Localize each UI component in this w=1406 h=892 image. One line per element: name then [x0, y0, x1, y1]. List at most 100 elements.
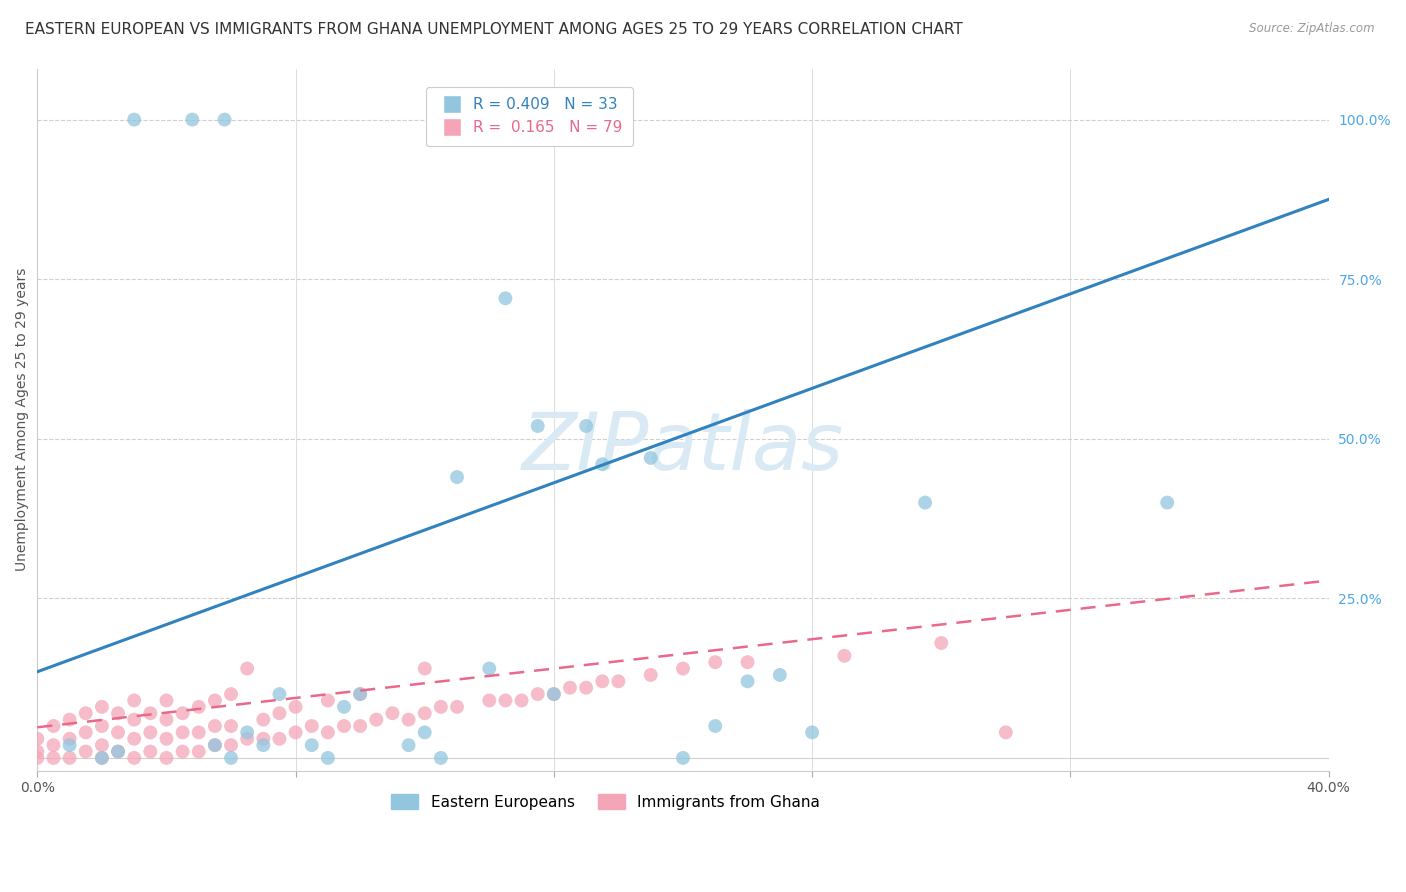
Point: [591, 458, 613, 472]
Point: [526, 687, 548, 701]
Point: [219, 719, 242, 733]
Point: [236, 725, 259, 739]
Point: [737, 674, 759, 689]
Point: [333, 699, 356, 714]
Point: [90, 751, 112, 765]
Point: [446, 699, 468, 714]
Point: [316, 725, 339, 739]
Point: [122, 112, 145, 127]
Point: [219, 687, 242, 701]
Point: [398, 738, 420, 752]
Point: [929, 636, 952, 650]
Point: [834, 648, 856, 663]
Point: [575, 681, 598, 695]
Point: [90, 738, 112, 752]
Point: [252, 731, 274, 746]
Point: [181, 112, 204, 127]
Point: [478, 661, 501, 675]
Point: [994, 725, 1017, 739]
Point: [413, 706, 436, 721]
Point: [704, 655, 727, 669]
Point: [526, 419, 548, 434]
Point: [204, 738, 226, 752]
Point: [187, 725, 209, 739]
Legend: Eastern Europeans, Immigrants from Ghana: Eastern Europeans, Immigrants from Ghana: [385, 788, 827, 815]
Point: [672, 661, 695, 675]
Point: [155, 731, 177, 746]
Point: [558, 681, 581, 695]
Point: [640, 668, 662, 682]
Point: [42, 719, 65, 733]
Point: [214, 112, 236, 127]
Point: [640, 450, 662, 465]
Point: [269, 687, 291, 701]
Point: [155, 751, 177, 765]
Point: [430, 699, 453, 714]
Point: [75, 706, 97, 721]
Point: [672, 751, 695, 765]
Point: [107, 706, 129, 721]
Point: [122, 751, 145, 765]
Point: [316, 693, 339, 707]
Point: [59, 751, 82, 765]
Point: [155, 693, 177, 707]
Point: [90, 751, 112, 765]
Point: [59, 713, 82, 727]
Point: [333, 719, 356, 733]
Point: [349, 687, 371, 701]
Point: [914, 495, 936, 509]
Point: [269, 706, 291, 721]
Point: [204, 719, 226, 733]
Point: [27, 745, 49, 759]
Point: [284, 725, 307, 739]
Point: [284, 699, 307, 714]
Point: [219, 738, 242, 752]
Point: [139, 706, 162, 721]
Point: [236, 661, 259, 675]
Point: [543, 687, 565, 701]
Point: [204, 738, 226, 752]
Point: [139, 745, 162, 759]
Point: [75, 725, 97, 739]
Point: [591, 674, 613, 689]
Point: [769, 668, 792, 682]
Point: [269, 731, 291, 746]
Point: [107, 725, 129, 739]
Point: [59, 731, 82, 746]
Point: [446, 470, 468, 484]
Y-axis label: Unemployment Among Ages 25 to 29 years: Unemployment Among Ages 25 to 29 years: [15, 268, 30, 571]
Point: [107, 745, 129, 759]
Point: [607, 674, 630, 689]
Point: [139, 725, 162, 739]
Point: [801, 725, 824, 739]
Point: [704, 719, 727, 733]
Point: [122, 713, 145, 727]
Point: [27, 751, 49, 765]
Point: [219, 751, 242, 765]
Point: [59, 738, 82, 752]
Point: [172, 745, 194, 759]
Point: [252, 738, 274, 752]
Point: [42, 738, 65, 752]
Point: [187, 699, 209, 714]
Point: [413, 725, 436, 739]
Point: [42, 751, 65, 765]
Point: [90, 719, 112, 733]
Point: [204, 693, 226, 707]
Point: [252, 713, 274, 727]
Point: [430, 751, 453, 765]
Point: [575, 419, 598, 434]
Point: [398, 713, 420, 727]
Point: [187, 745, 209, 759]
Point: [1156, 495, 1178, 509]
Point: [301, 719, 323, 733]
Point: [301, 738, 323, 752]
Point: [122, 731, 145, 746]
Point: [172, 725, 194, 739]
Point: [75, 745, 97, 759]
Point: [478, 693, 501, 707]
Text: Source: ZipAtlas.com: Source: ZipAtlas.com: [1250, 22, 1375, 36]
Point: [349, 719, 371, 733]
Point: [381, 706, 404, 721]
Point: [510, 693, 533, 707]
